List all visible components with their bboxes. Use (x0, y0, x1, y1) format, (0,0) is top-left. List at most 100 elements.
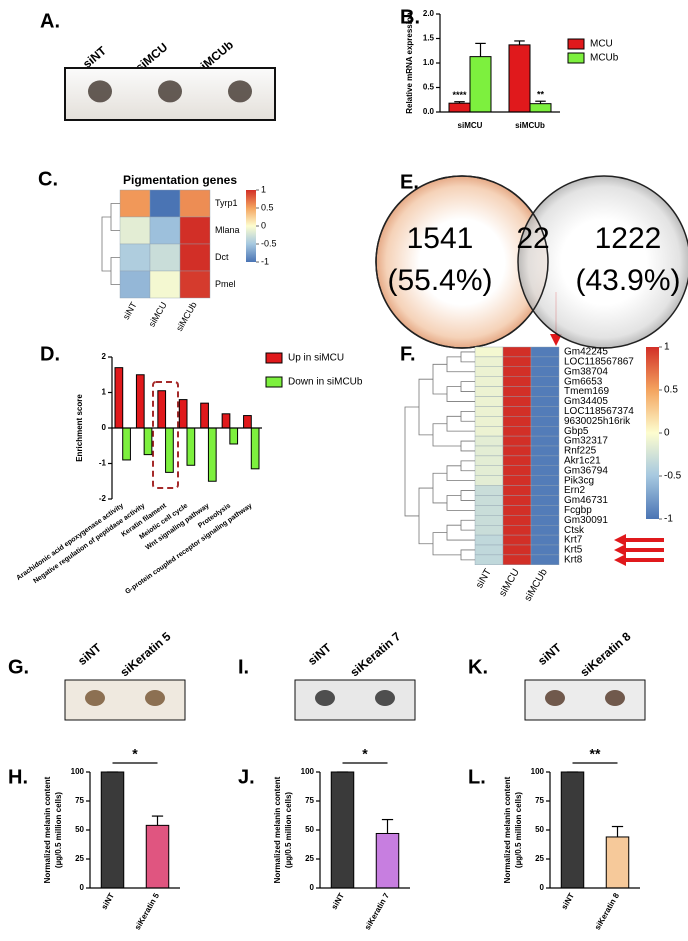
venn-count: 1222 (595, 222, 662, 255)
heatmap-cell (179, 216, 211, 245)
heatmap-cell (530, 554, 560, 566)
y-tick-label: 0 (310, 883, 315, 892)
heatmap-cell (502, 426, 532, 437)
y-axis-label: (µg/0.5 million cells) (514, 792, 523, 869)
panel-letter: I. (238, 656, 249, 678)
bar (186, 427, 196, 466)
sample-label: siKeratin 5 (117, 629, 173, 679)
row-label: Tyrp1 (215, 198, 238, 208)
bar (243, 415, 252, 429)
y-tick-label: -2 (99, 494, 107, 503)
heatmap-cell (502, 376, 532, 387)
y-tick-label: 75 (535, 796, 544, 805)
colorbar-tick-label: 0.5 (261, 202, 274, 212)
bar (330, 771, 355, 889)
dendrogram (460, 519, 475, 531)
heatmap-cell (530, 396, 560, 407)
heatmap-cell (474, 465, 504, 476)
heatmap-cell (179, 189, 211, 218)
bar (143, 427, 153, 456)
row-label: LOC118567374 (564, 406, 634, 417)
row-label: Gm32317 (564, 436, 608, 447)
dendrogram (460, 410, 475, 422)
heatmap-cell (502, 406, 532, 417)
bar (114, 367, 124, 429)
row-label: Gm42245 (564, 347, 608, 358)
y-tick-label: 1.5 (423, 34, 435, 43)
y-tick-label: 100 (301, 767, 315, 776)
sample-label: siNT (75, 640, 104, 668)
bar (221, 413, 231, 429)
bar (100, 771, 125, 889)
panel-letter: H. (8, 766, 28, 788)
photo (524, 679, 646, 721)
dendrogram (418, 378, 433, 436)
bar (135, 374, 145, 429)
heatmap-cell (530, 525, 560, 536)
row-label: 9630025h16rik (564, 416, 631, 427)
dendrogram (101, 216, 111, 272)
heatmap-cell (474, 386, 504, 397)
pellet (315, 690, 335, 706)
dendrogram (460, 460, 475, 472)
row-label: Mlana (215, 225, 240, 235)
colorbar (646, 347, 659, 519)
row-label: Tmem169 (564, 386, 609, 397)
sample-label: siNT (305, 640, 334, 668)
heatmap-cell (530, 495, 560, 506)
y-tick-label: 25 (305, 854, 314, 863)
heatmap-cell (474, 534, 504, 546)
significance: * (362, 746, 368, 762)
y-axis-label: Normalized melanin content (273, 776, 282, 883)
heatmap-cell (502, 495, 532, 506)
photo (64, 679, 186, 721)
heatmap-cell (474, 435, 504, 447)
venn-set (517, 175, 688, 349)
y-tick-label: 2 (102, 352, 107, 361)
venn-percent: (43.9%) (575, 264, 680, 297)
significance: ** (590, 746, 601, 762)
y-axis-label: (µg/0.5 million cells) (54, 792, 63, 869)
heatmap-title: Pigmentation genes (123, 173, 237, 187)
keratin-arrows (614, 534, 664, 566)
bar (207, 427, 217, 482)
column-label: siMCU (497, 567, 522, 598)
panel-letter: A. (40, 10, 60, 32)
heatmap-cell (119, 189, 151, 218)
row-label: Fcgbp (564, 505, 592, 516)
heatmap-cell (530, 455, 560, 466)
row-label: Pmel (215, 279, 236, 289)
row-label: LOC118567867 (564, 356, 634, 367)
heatmap-cell (530, 406, 560, 417)
heatmap-cell (179, 270, 211, 299)
legend-label: MCU (590, 39, 613, 50)
pellet (145, 690, 165, 706)
x-tick-label: siKeratin 8 (593, 891, 622, 931)
heatmap-cell (179, 243, 211, 272)
panel-letter: L. (468, 766, 486, 788)
legend-swatch (567, 52, 585, 64)
bar (560, 771, 585, 889)
column-label: siMCUb (523, 567, 551, 604)
heatmap-cell (502, 515, 532, 526)
row-label: Gm46731 (564, 495, 608, 506)
y-tick-label: 100 (71, 767, 85, 776)
heatmap-cell (502, 544, 532, 556)
pellet (605, 690, 625, 706)
photo (294, 679, 416, 721)
row-label: Ctsk (564, 525, 585, 536)
legend-swatch (567, 38, 585, 50)
panel-letter: J. (238, 766, 255, 788)
heatmap-cell (502, 435, 532, 447)
row-label: Gm36794 (564, 465, 608, 476)
pellet (375, 690, 395, 706)
legend-label: MCUb (590, 53, 619, 64)
dendrogram (110, 257, 120, 285)
colorbar-tick-label: -0.5 (261, 238, 277, 248)
heatmap-cell (530, 485, 560, 496)
highlight-box (152, 381, 179, 489)
panel-letter: B. (400, 6, 420, 28)
heatmap-cell (149, 216, 181, 245)
y-tick-label: 2.0 (423, 9, 435, 18)
bar (165, 427, 174, 473)
